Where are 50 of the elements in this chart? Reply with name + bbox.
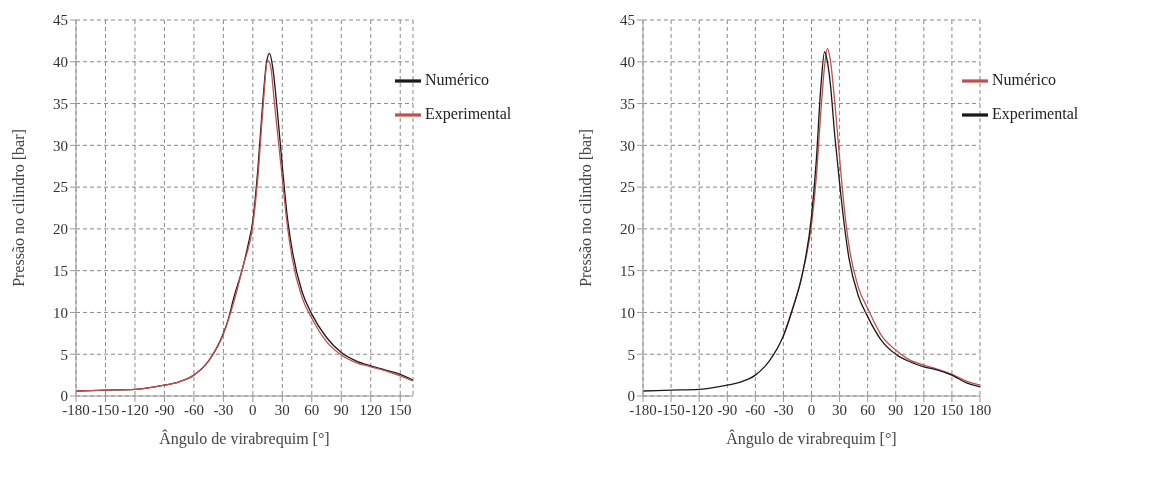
y-tick-label: 25 [620,179,635,196]
x-tick-label: -120 [121,401,149,418]
y-tick-label: 5 [627,346,635,363]
x-tick-label: -150 [657,401,685,418]
legend-label: Experimental [425,105,512,122]
x-tick-label: 0 [807,401,816,418]
y-tick-label: 30 [53,137,68,154]
y-tick-label: 15 [620,262,635,279]
y-tick-label: 25 [53,179,68,196]
legend-label: Experimental [992,105,1079,122]
y-axis-title: Pressão no cilindro [bar] [9,129,27,287]
y-tick-label: 45 [620,12,635,29]
y-axis-title: Pressão no cilindro [bar] [576,129,594,287]
x-tick-label: 150 [940,401,964,418]
y-tick-label: 40 [620,54,635,71]
y-tick-label: 20 [53,221,68,238]
y-tick-label: 30 [620,137,635,154]
x-tick-label: -30 [773,401,794,418]
y-tick-label: 5 [60,346,68,363]
y-tick-label: 35 [53,95,68,112]
x-tick-label: 90 [333,401,349,418]
y-tick-label: 35 [620,95,635,112]
x-tick-label: -90 [154,401,175,418]
x-tick-label: 60 [304,401,320,418]
legend-label: Numérico [992,71,1056,88]
x-tick-label: -120 [685,401,713,418]
x-tick-label: 120 [912,401,936,418]
x-tick-label: 120 [359,401,382,418]
y-tick-label: 40 [53,54,68,71]
x-axis-title: Ângulo de virabrequim [°] [726,429,897,448]
x-tick-label: -150 [91,401,120,418]
y-tick-label: 10 [620,304,635,321]
x-tick-label: -30 [213,401,234,418]
x-tick-label: 30 [832,401,848,418]
x-axis-title: Ângulo de virabrequim [°] [159,429,330,448]
y-tick-label: 15 [53,262,68,279]
y-tick-label: 20 [620,221,635,238]
x-tick-label: 180 [968,401,992,418]
x-tick-label: 90 [888,401,904,418]
x-tick-label: 150 [388,401,412,418]
x-tick-label: -90 [717,401,738,418]
x-tick-label: 30 [274,401,290,418]
x-tick-label: 0 [249,401,257,418]
legend-label: Numérico [425,71,489,88]
x-tick-label: -60 [183,401,204,418]
y-tick-label: 10 [53,304,68,321]
y-tick-label: 45 [53,12,68,29]
line-series [643,51,980,392]
x-tick-label: -60 [745,401,766,418]
x-tick-label: 60 [860,401,876,418]
